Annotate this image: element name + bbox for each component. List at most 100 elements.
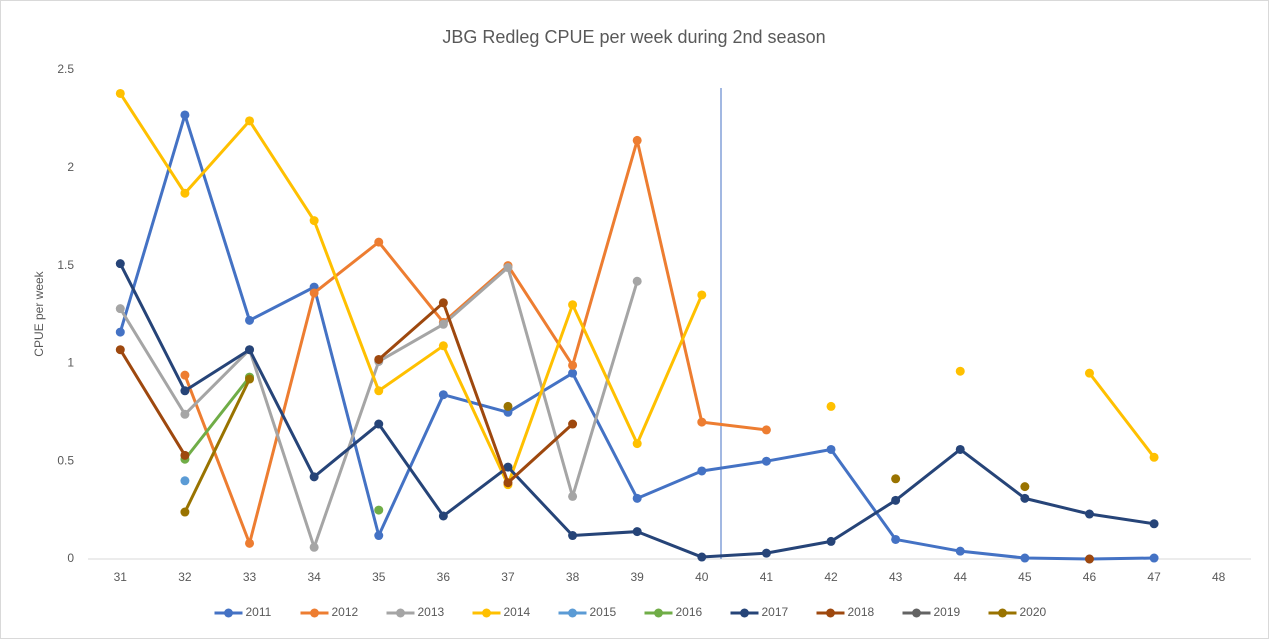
data-point	[1149, 553, 1159, 563]
data-point	[374, 505, 384, 515]
x-tick-label: 45	[1018, 570, 1032, 584]
data-point	[891, 495, 901, 505]
data-point	[697, 417, 707, 427]
data-point	[245, 116, 255, 126]
data-point	[309, 216, 319, 226]
data-point	[180, 450, 190, 460]
x-tick-label: 37	[501, 570, 515, 584]
data-point	[568, 360, 578, 370]
data-point	[1084, 509, 1094, 519]
data-point	[891, 474, 901, 484]
data-point	[1149, 519, 1159, 529]
legend-marker	[482, 608, 491, 618]
data-point	[180, 188, 190, 198]
data-point	[1020, 493, 1030, 503]
data-point	[568, 491, 578, 501]
data-point	[826, 401, 836, 411]
data-point	[761, 425, 771, 435]
y-tick-label: 2.5	[57, 62, 74, 76]
data-point	[955, 546, 965, 556]
data-point	[1020, 553, 1030, 563]
data-point	[374, 386, 384, 396]
legend-marker	[396, 608, 405, 618]
data-point	[826, 444, 836, 454]
legend-marker	[998, 608, 1007, 618]
data-point	[568, 368, 578, 378]
x-tick-label: 48	[1212, 570, 1226, 584]
data-point	[697, 552, 707, 562]
data-point	[632, 493, 642, 503]
data-point	[632, 276, 642, 286]
x-tick-label: 35	[372, 570, 386, 584]
data-point	[438, 341, 448, 351]
data-point	[568, 300, 578, 310]
data-point	[245, 345, 255, 355]
data-point	[115, 88, 125, 98]
data-point	[1084, 368, 1094, 378]
data-point	[180, 386, 190, 396]
x-tick-label: 46	[1083, 570, 1097, 584]
legend-label: 2014	[504, 605, 531, 619]
legend-marker	[826, 608, 835, 618]
data-point	[891, 534, 901, 544]
data-point	[309, 542, 319, 552]
legend-label: 2019	[934, 605, 961, 619]
data-point	[245, 315, 255, 325]
data-point	[697, 466, 707, 476]
data-point	[115, 304, 125, 314]
data-point	[309, 288, 319, 298]
data-point	[374, 354, 384, 364]
x-tick-label: 43	[889, 570, 903, 584]
data-point	[1149, 452, 1159, 462]
legend-label: 2015	[590, 605, 617, 619]
data-point	[438, 319, 448, 329]
data-point	[309, 472, 319, 482]
data-point	[955, 444, 965, 454]
data-point	[955, 366, 965, 376]
legend-marker	[310, 608, 319, 618]
data-point	[438, 298, 448, 308]
data-point	[568, 419, 578, 429]
data-point	[115, 345, 125, 355]
x-tick-label: 40	[695, 570, 709, 584]
data-point	[180, 409, 190, 419]
x-tick-label: 42	[824, 570, 838, 584]
data-point	[761, 548, 771, 558]
legend-marker	[740, 608, 749, 618]
data-point	[180, 507, 190, 517]
legend-marker	[568, 608, 577, 618]
x-tick-label: 38	[566, 570, 580, 584]
y-tick-label: 0	[67, 551, 74, 565]
x-tick-label: 32	[178, 570, 192, 584]
data-point	[568, 531, 578, 541]
legend-label: 2020	[1020, 605, 1047, 619]
data-point	[503, 263, 513, 273]
x-tick-label: 41	[760, 570, 774, 584]
data-point	[374, 419, 384, 429]
data-point	[1084, 554, 1094, 564]
data-point	[438, 511, 448, 521]
legend-marker	[912, 608, 921, 618]
y-axis-label: CPUE per week	[32, 270, 46, 356]
data-point	[115, 259, 125, 269]
data-point	[1020, 482, 1030, 492]
data-point	[632, 527, 642, 537]
data-point	[245, 538, 255, 548]
legend-label: 2018	[848, 605, 875, 619]
x-tick-label: 44	[954, 570, 968, 584]
legend-label: 2017	[762, 605, 789, 619]
data-point	[697, 290, 707, 300]
data-point	[115, 327, 125, 337]
data-point	[438, 390, 448, 400]
data-point	[503, 478, 513, 488]
legend-label: 2011	[246, 605, 272, 619]
data-point	[826, 536, 836, 546]
data-point	[503, 401, 513, 411]
data-point	[632, 135, 642, 145]
data-point	[374, 531, 384, 541]
legend-label: 2016	[676, 605, 703, 619]
y-tick-label: 1.5	[57, 258, 74, 272]
y-tick-label: 1	[67, 356, 74, 370]
